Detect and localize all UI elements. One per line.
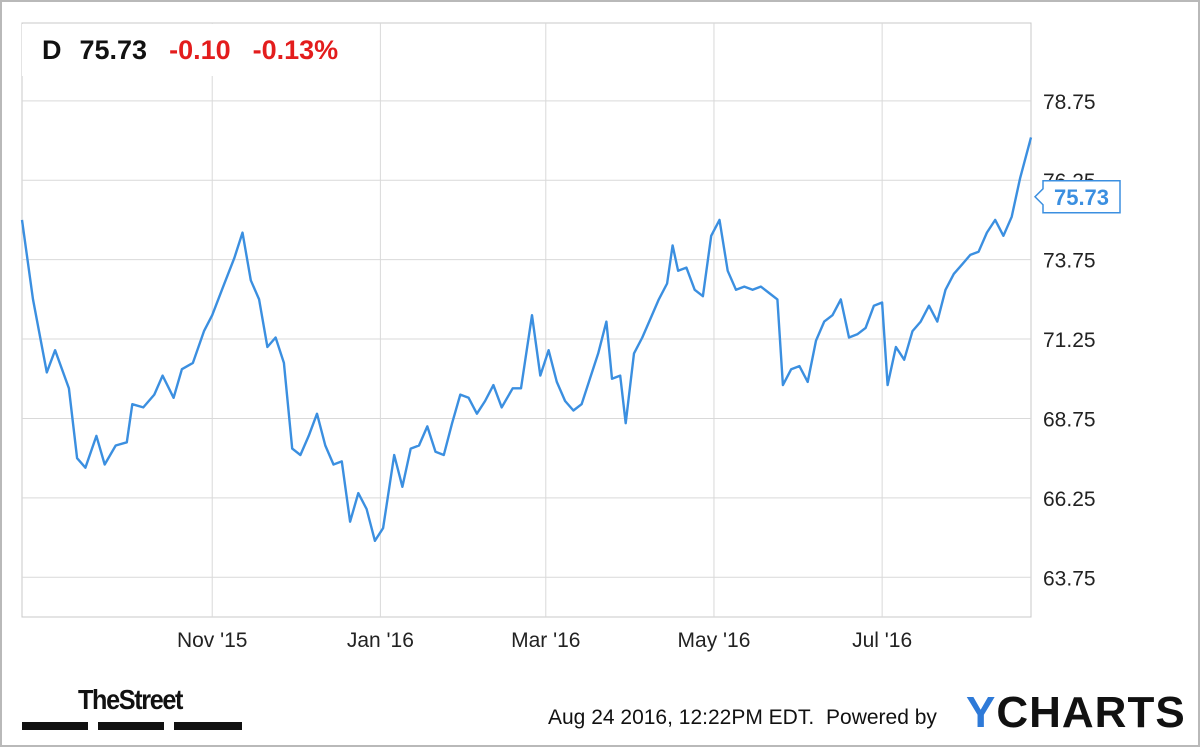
plot-area [21, 22, 1032, 618]
powered-by-text: Powered by [826, 706, 937, 729]
y-tick-label: 63.75 [1043, 567, 1096, 590]
y-tick-label: 78.75 [1043, 91, 1096, 114]
logo-bar [98, 722, 164, 730]
x-tick-label: Jan '16 [347, 629, 414, 652]
y-tick-label: 68.75 [1043, 408, 1096, 431]
timestamp: Aug 24 2016, 12:22PM EDT. [548, 706, 815, 729]
y-tick-label: 73.75 [1043, 250, 1096, 273]
x-tick-label: Mar '16 [511, 629, 580, 652]
price-line [20, 137, 1033, 542]
thestreet-logo: TheStreet [22, 680, 242, 732]
logo-bar [22, 722, 88, 730]
footer-timestamp: Aug 24 2016, 12:22PM EDT. Powered by [548, 706, 937, 730]
x-tick-label: Nov '15 [177, 629, 248, 652]
publisher-name: TheStreet [78, 684, 183, 715]
x-tick-label: Jul '16 [852, 629, 912, 652]
last-price: 75.73 [79, 34, 148, 65]
y-tick-label: 71.25 [1043, 329, 1096, 352]
ycharts-logo-y: Y [966, 688, 997, 737]
logo-bar [174, 722, 242, 730]
quote-header: D 75.73 -0.10 -0.13% [22, 24, 377, 76]
ycharts-logo[interactable]: YCHARTS [966, 688, 1186, 738]
y-tick-label: 66.25 [1043, 488, 1096, 511]
last-value-label: 75.73 [1054, 185, 1109, 210]
ticker-symbol: D [42, 34, 62, 65]
price-change-percent: -0.13% [252, 34, 339, 65]
price-change: -0.10 [169, 34, 231, 65]
last-value-box [1033, 180, 1121, 214]
x-tick-label: May '16 [678, 629, 751, 652]
ycharts-logo-rest: CHARTS [996, 688, 1186, 737]
